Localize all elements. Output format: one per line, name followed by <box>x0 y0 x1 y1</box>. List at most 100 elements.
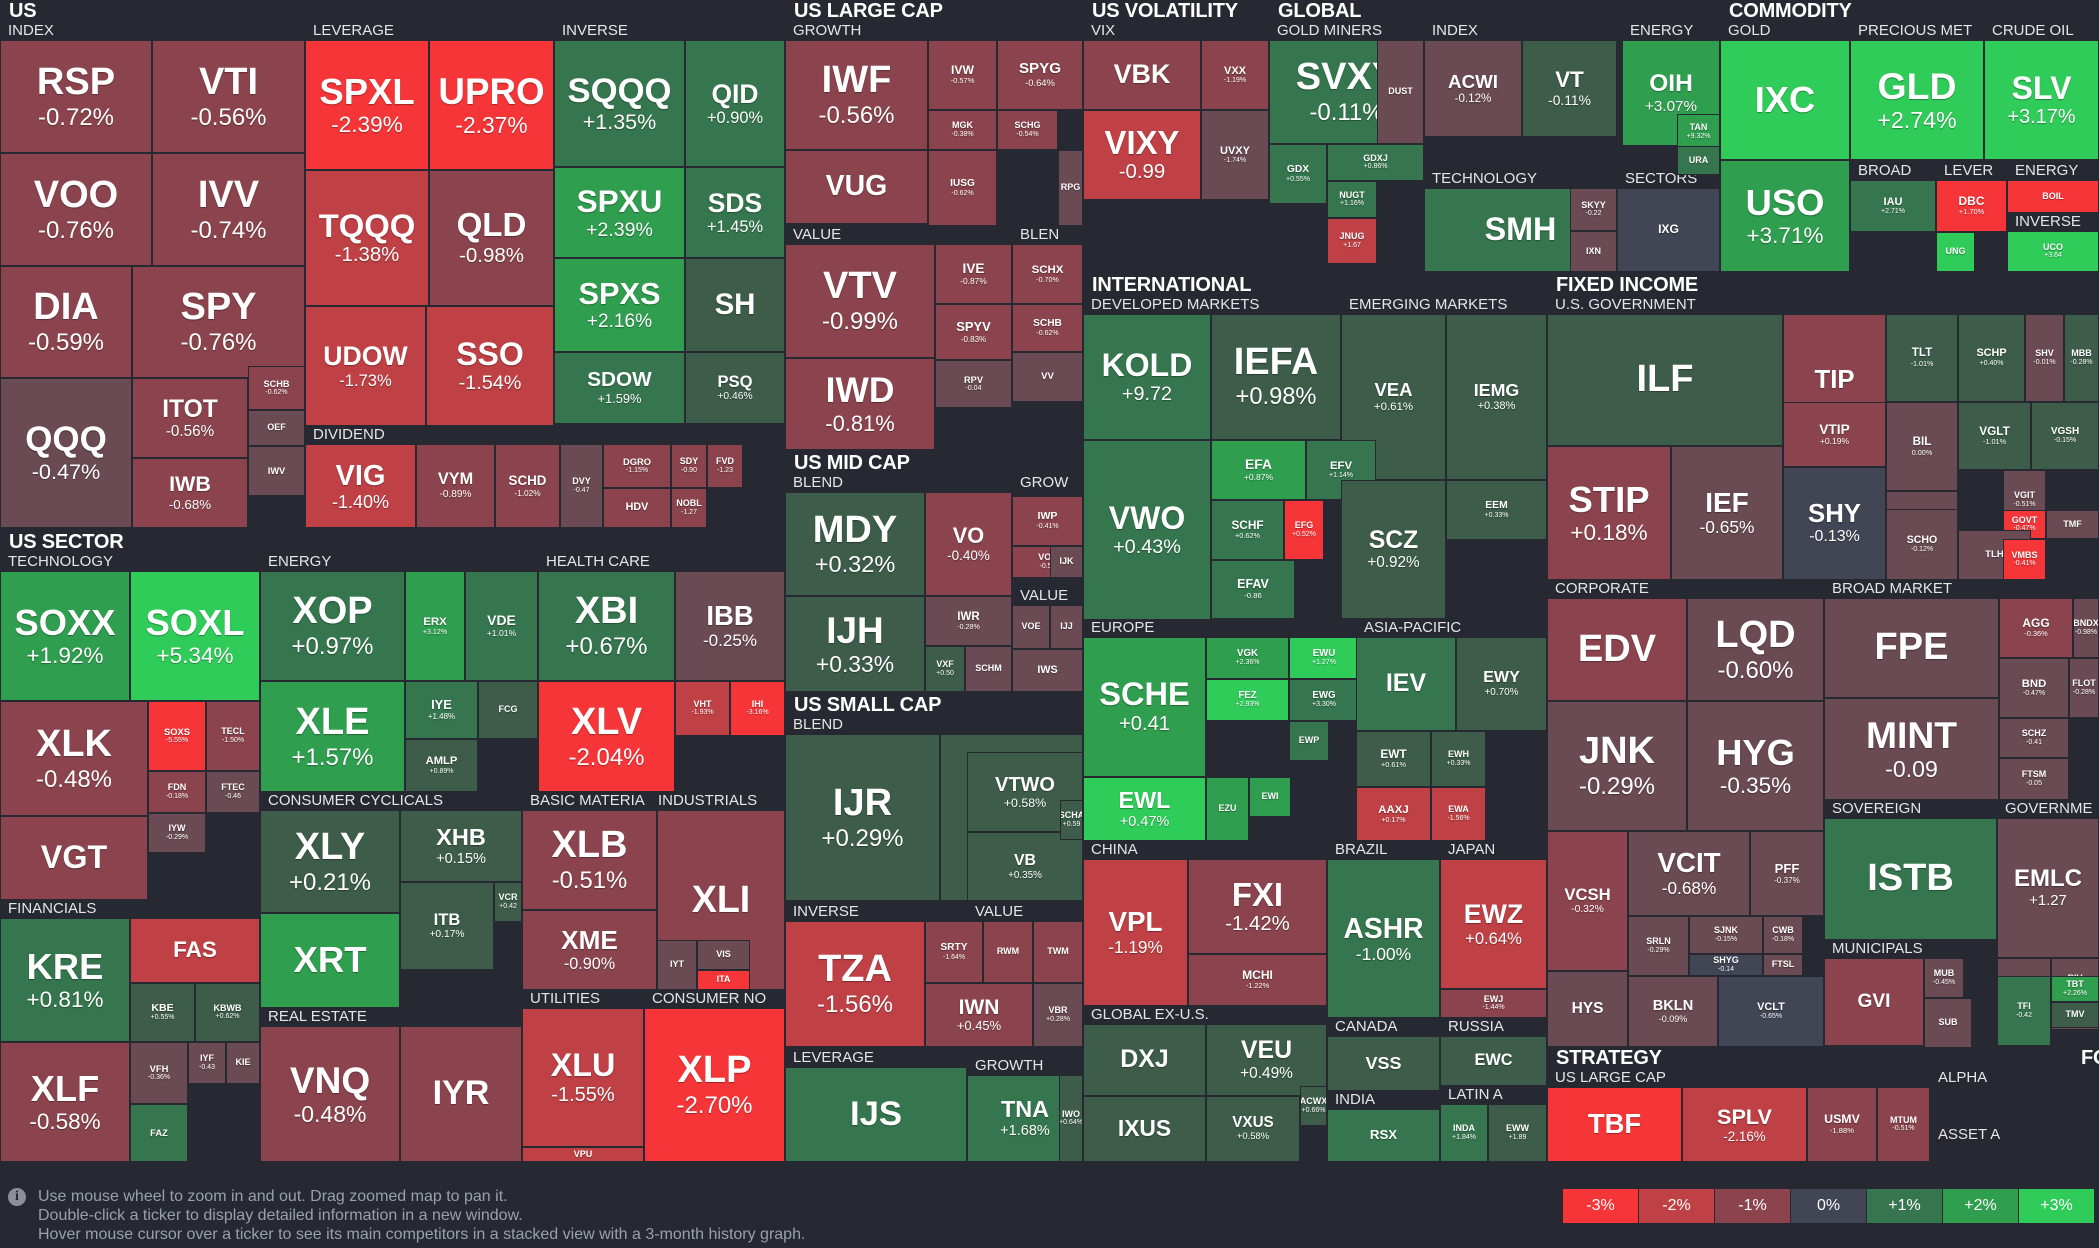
etf-tile[interactable]: EWA -1.56% <box>1431 787 1486 841</box>
etf-tile[interactable]: VDE +1.01% <box>465 571 538 681</box>
etf-tile[interactable]: IUSG -0.62% <box>928 150 997 226</box>
etf-tile[interactable]: BOIL <box>2007 180 2099 213</box>
etf-tile[interactable]: EWU +1.27% <box>1289 637 1359 679</box>
etf-tile[interactable]: LQD -0.60% <box>1687 598 1824 701</box>
etf-tile[interactable]: TECL -1.50% <box>206 701 260 771</box>
etf-tile[interactable]: EWW +1.89 <box>1488 1104 1547 1162</box>
etf-tile[interactable]: AMLP +0.89% <box>405 739 478 792</box>
etf-tile[interactable]: EWJ -1.44% <box>1440 989 1547 1018</box>
etf-tile[interactable]: UDOW -1.73% <box>305 306 426 426</box>
etf-tile[interactable]: XLY +0.21% <box>260 810 400 913</box>
etf-tile[interactable]: EZU <box>1206 777 1249 841</box>
etf-tile[interactable]: VCSH -0.32% <box>1547 831 1628 971</box>
etf-tile[interactable]: XLP -2.70% <box>644 1008 785 1162</box>
etf-tile[interactable]: UCO +3.64 <box>2007 231 2099 272</box>
etf-tile[interactable]: XLU -1.55% <box>522 1008 644 1147</box>
etf-tile[interactable]: SUB <box>1924 998 1972 1048</box>
etf-tile[interactable]: VPU <box>522 1147 644 1162</box>
etf-tile[interactable]: SCHB -0.62% <box>248 366 305 410</box>
etf-tile[interactable]: ISTB <box>1824 818 1997 940</box>
etf-tile[interactable]: IWR -0.28% <box>925 596 1012 646</box>
etf-tile[interactable]: SH <box>685 258 785 352</box>
etf-tile[interactable]: EFG +0.52% <box>1284 500 1324 560</box>
etf-tile[interactable]: VCR +0.42 <box>494 882 522 922</box>
etf-tile[interactable]: MTUM -0.51% <box>1877 1087 1930 1162</box>
etf-tile[interactable]: IVW -0.57% <box>928 40 997 110</box>
etf-tile[interactable]: GVI <box>1824 958 1924 1046</box>
etf-tile[interactable]: VXF +0.50 <box>925 646 965 692</box>
etf-tile[interactable]: VIXY -0.99 <box>1083 110 1201 200</box>
etf-tile[interactable]: IBB -0.25% <box>675 571 785 681</box>
etf-tile[interactable]: VTV -0.99% <box>785 244 935 358</box>
etf-tile[interactable]: EWZ +0.64% <box>1440 859 1547 989</box>
etf-tile[interactable]: IJJ <box>1050 605 1083 649</box>
etf-tile[interactable]: IWN +0.45% <box>925 983 1033 1047</box>
etf-tile[interactable]: ACWX +0.66% <box>1300 1086 1327 1126</box>
etf-tile[interactable]: EFAV -0.86 <box>1211 560 1295 619</box>
etf-tile[interactable]: SPLV -2.16% <box>1682 1087 1807 1162</box>
etf-tile[interactable]: VOO -0.76% <box>0 153 152 266</box>
etf-tile[interactable]: SCHZ -0.41 <box>1999 718 2069 758</box>
etf-tile[interactable]: VIG -1.40% <box>305 444 416 528</box>
etf-tile[interactable]: IYW -0.29% <box>148 813 206 853</box>
etf-tile[interactable]: NUGT +1.16% <box>1327 181 1377 218</box>
etf-tile[interactable]: QID +0.90% <box>685 40 785 167</box>
etf-tile[interactable]: VGSH -0.15% <box>2031 402 2099 470</box>
etf-tile[interactable]: VNQ -0.48% <box>260 1026 400 1162</box>
etf-tile[interactable]: SOXL +5.34% <box>130 571 260 701</box>
etf-tile[interactable]: DVY -0.47 <box>560 444 603 528</box>
etf-tile[interactable]: ASHR -1.00% <box>1327 859 1440 1018</box>
etf-tile[interactable]: SCHE +0.41 <box>1083 637 1206 777</box>
etf-tile[interactable]: GDXJ +0.86% <box>1327 144 1424 181</box>
etf-tile[interactable]: EWL +0.47% <box>1083 777 1206 841</box>
etf-tile[interactable]: XBI +0.67% <box>538 571 675 681</box>
etf-tile[interactable]: XLE +1.57% <box>260 681 405 792</box>
etf-tile[interactable]: IYR <box>400 1026 522 1162</box>
etf-tile[interactable]: SCHP +0.40% <box>1958 314 2025 402</box>
etf-tile[interactable]: EDV <box>1547 598 1687 701</box>
etf-tile[interactable]: IAU +2.71% <box>1850 180 1936 232</box>
etf-tile[interactable]: USMV -1.88% <box>1807 1087 1877 1162</box>
etf-tile[interactable]: TMV <box>2051 1002 2099 1028</box>
etf-tile[interactable]: JNK -0.29% <box>1547 701 1687 831</box>
etf-tile[interactable]: MGK -0.38% <box>928 110 997 150</box>
etf-tile[interactable]: VV <box>1012 352 1083 402</box>
etf-tile[interactable]: EWI <box>1249 777 1291 817</box>
etf-tile[interactable]: VIS <box>697 940 750 970</box>
etf-tile[interactable]: XLB -0.51% <box>522 810 657 910</box>
etf-tile[interactable]: MCHI -1.22% <box>1188 954 1327 1006</box>
etf-tile[interactable]: DXJ <box>1083 1024 1206 1096</box>
etf-tile[interactable]: IWP -0.41% <box>1012 496 1083 546</box>
etf-tile[interactable]: IWO +0.64% <box>1059 1075 1083 1162</box>
etf-tile[interactable]: VSS <box>1327 1036 1440 1091</box>
etf-tile[interactable]: SDY -0.90 <box>671 444 707 488</box>
etf-tile[interactable]: QLD -0.98% <box>429 170 554 306</box>
etf-tile[interactable]: SHY -0.13% <box>1783 467 1886 580</box>
etf-tile[interactable]: SPXU +2.39% <box>554 167 685 258</box>
etf-tile[interactable]: FTSL <box>1763 954 1803 976</box>
etf-tile[interactable]: SHYG -0.14 <box>1689 954 1763 976</box>
etf-tile[interactable]: IEFA +0.98% <box>1211 314 1341 440</box>
etf-tile[interactable]: IXG <box>1617 188 1720 272</box>
etf-tile[interactable]: EWT +0.61% <box>1356 731 1431 787</box>
etf-tile[interactable]: RSP -0.72% <box>0 40 152 153</box>
etf-tile[interactable]: SPYG -0.64% <box>997 40 1083 110</box>
etf-tile[interactable]: SPXL -2.39% <box>305 40 429 170</box>
etf-tile[interactable]: FEZ +2.93% <box>1206 679 1289 721</box>
etf-tile[interactable]: URA <box>1677 146 1720 175</box>
etf-tile[interactable]: IEV <box>1356 637 1456 731</box>
etf-tile[interactable]: SKYY -0.22 <box>1570 188 1617 231</box>
etf-tile[interactable]: VGK +2.36% <box>1206 637 1289 679</box>
etf-tile[interactable]: VCIT -0.68% <box>1628 831 1750 916</box>
etf-tile[interactable]: VXUS +0.58% <box>1206 1096 1300 1162</box>
etf-tile[interactable]: RSX <box>1327 1109 1440 1162</box>
etf-tile[interactable]: SDOW +1.59% <box>554 352 685 424</box>
etf-tile[interactable]: VO -0.40% <box>925 492 1012 596</box>
etf-tile[interactable]: RPG <box>1058 150 1083 226</box>
etf-tile[interactable]: VT -0.11% <box>1522 40 1617 137</box>
etf-tile[interactable]: SQQQ +1.35% <box>554 40 685 167</box>
etf-tile[interactable]: BND -0.47% <box>1999 658 2069 718</box>
etf-tile[interactable]: TBF <box>1547 1087 1682 1162</box>
etf-tile[interactable]: KIE <box>226 1042 260 1084</box>
etf-tile[interactable]: NOBL -1.27 <box>671 488 707 528</box>
